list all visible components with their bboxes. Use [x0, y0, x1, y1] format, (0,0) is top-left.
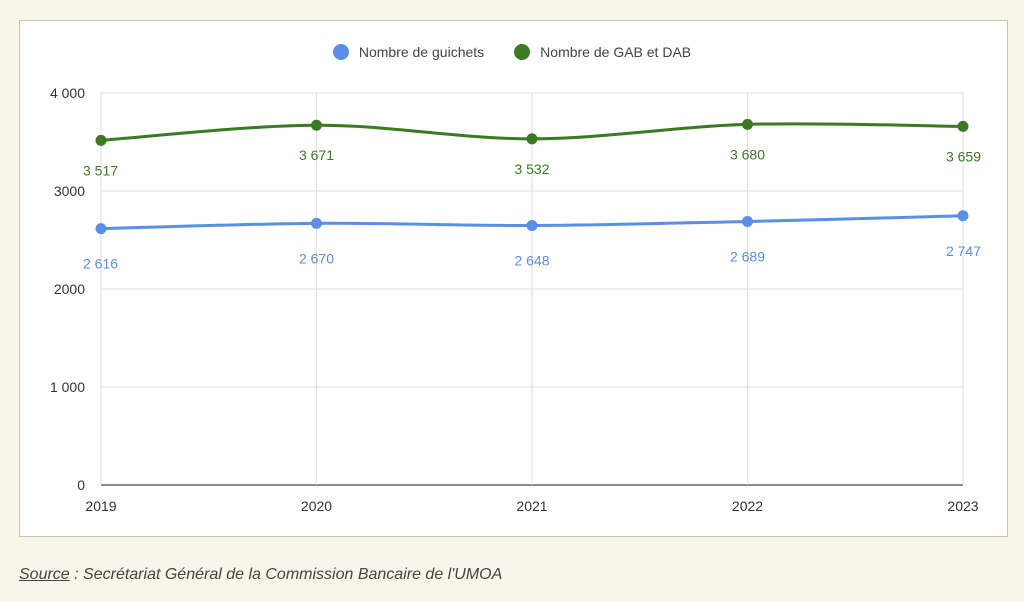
data-point	[526, 219, 538, 231]
x-tick-label: 2022	[732, 498, 763, 514]
y-tick-label: 2000	[54, 281, 85, 297]
data-label: 2 689	[730, 248, 765, 264]
data-point	[742, 118, 753, 130]
data-point	[742, 215, 753, 227]
data-label: 3 671	[299, 147, 334, 163]
data-label: 3 517	[83, 162, 118, 178]
source-note: Source : Secrétariat Général de la Commi…	[19, 566, 502, 584]
legend-item-guichets: Nombre de guichets	[332, 44, 485, 60]
data-label: 2 670	[299, 250, 334, 266]
data-point	[957, 210, 969, 222]
data-point	[95, 134, 107, 146]
x-tick-label: 2021	[516, 498, 547, 514]
data-point	[311, 217, 322, 229]
data-label: 2 616	[83, 256, 118, 272]
data-point	[526, 133, 538, 145]
source-label: Source	[19, 566, 70, 583]
data-point	[311, 119, 322, 131]
y-tick-label: 4 000	[50, 85, 85, 101]
y-tick-label: 1 000	[50, 379, 85, 395]
data-label: 2 648	[514, 252, 549, 268]
legend-label-gab-dab: Nombre de GAB et DAB	[540, 44, 692, 60]
legend-marker-gab-dab	[514, 44, 531, 60]
data-label: 3 532	[514, 161, 549, 177]
data-point	[957, 120, 969, 132]
chart-card	[19, 20, 1008, 537]
y-tick-label: 3000	[54, 183, 85, 199]
source-text: : Secrétariat Général de la Commission B…	[69, 566, 503, 583]
x-tick-label: 2023	[947, 498, 978, 514]
legend-marker-guichets	[332, 44, 349, 60]
x-tick-label: 2020	[301, 498, 332, 514]
data-label: 3 659	[946, 148, 981, 164]
x-tick-label: 2019	[85, 498, 116, 514]
y-tick-label: 0	[77, 477, 85, 493]
data-label: 2 747	[946, 243, 981, 259]
chart-legend: Nombre de guichets Nombre de GAB et DAB	[0, 44, 1024, 60]
data-point	[95, 223, 107, 235]
legend-item-gab-dab: Nombre de GAB et DAB	[514, 44, 691, 60]
legend-label-guichets: Nombre de guichets	[358, 44, 485, 60]
data-label: 3 680	[730, 146, 765, 162]
